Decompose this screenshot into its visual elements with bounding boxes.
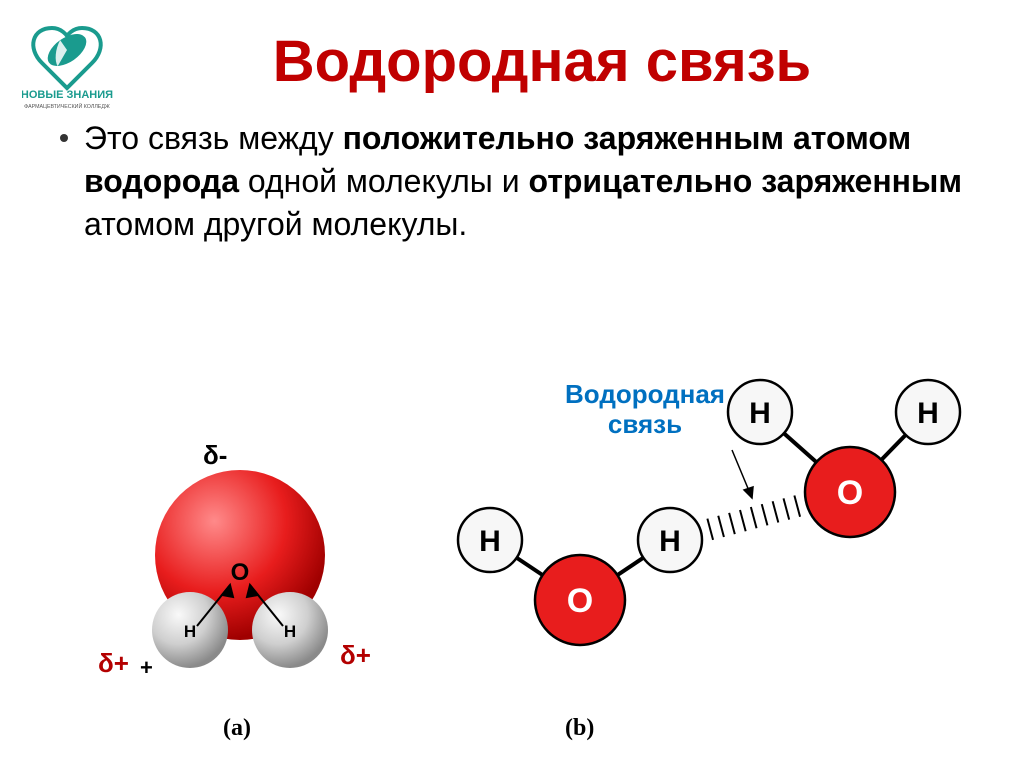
heart-pill-icon <box>33 28 100 88</box>
h-label-b1r: H <box>659 525 681 558</box>
hydrogen-bond-dashes <box>707 495 800 539</box>
def-mid: одной молекулы и <box>239 163 528 199</box>
definition-text: Это связь между положительно заряженным … <box>24 95 1024 247</box>
panel-b-molecules: O O H H H H <box>458 380 960 645</box>
def-pre: Это связь между <box>84 120 343 156</box>
page-title: Водородная связь <box>0 0 1024 95</box>
panel-a-molecule: O H H <box>152 470 328 668</box>
logo-text-top: НОВЫЕ ЗНАНИЯ <box>22 89 113 101</box>
h-label-a-left: H <box>184 622 196 641</box>
oxygen-label-a: O <box>231 559 250 586</box>
bullet-icon <box>60 134 68 142</box>
o-label-b1: O <box>567 582 593 620</box>
h-label-b2r: H <box>917 397 939 430</box>
def-b2: отрицательно заряженным <box>528 163 962 199</box>
diagram-area: Водородная связь δ- δ+ + δ+ (a) (b) <box>0 375 1024 767</box>
molecules-svg: O H H <box>0 375 1024 767</box>
h-label-a-right: H <box>284 622 296 641</box>
h-label-b1l: H <box>479 525 501 558</box>
logo-text-bottom: ФАРМАЦЕВТИЧЕСКИЙ КОЛЛЕДЖ <box>24 102 110 110</box>
logo: НОВЫЕ ЗНАНИЯ ФАРМАЦЕВТИЧЕСКИЙ КОЛЛЕДЖ <box>22 18 142 118</box>
h-label-b2l: H <box>749 397 771 430</box>
o-label-b2: O <box>837 474 863 512</box>
hbond-arrow <box>732 450 753 498</box>
def-post: атомом другой молекулы. <box>84 206 467 242</box>
